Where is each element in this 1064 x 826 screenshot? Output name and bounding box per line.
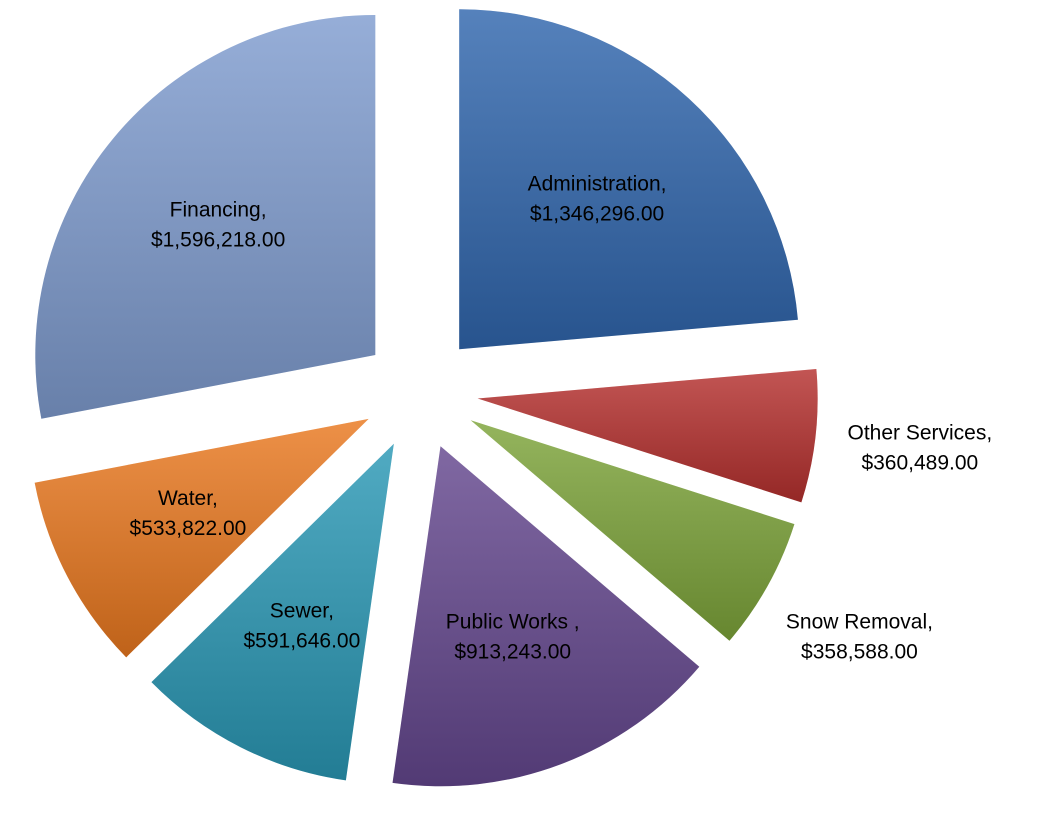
slice-label: Financing, [170,199,267,222]
slice-label: Snow Removal, [786,610,933,633]
slice-group [151,443,394,781]
slice-shade [470,420,795,641]
slice-shade [35,15,376,419]
slice-label: Sewer, [270,599,334,622]
slice-group [35,15,376,419]
slice-group [470,420,795,641]
slice-group [459,9,798,350]
slice-shade [459,9,798,350]
slice-shade [34,418,369,658]
slice-label: Water, [158,487,218,510]
slice-value-label: $358,588.00 [801,640,918,663]
slice-value-label: $360,489.00 [861,452,978,475]
slice-value-label: $591,646.00 [243,629,360,652]
slice-value-label: $1,596,218.00 [151,229,285,252]
slice-label: Administration, [528,172,667,195]
slice-value-label: $533,822.00 [130,517,247,540]
slice-group [477,368,818,503]
slice-group [392,446,700,787]
slice-shade [477,368,818,503]
slice-label: Public Works , [446,611,580,634]
slice-label: Other Services, [847,422,992,445]
slice-shade [151,443,394,781]
slice-shade [392,446,700,787]
slice-value-label: $1,346,296.00 [530,202,664,225]
slice-value-label: $913,243.00 [454,641,571,664]
slice-group [34,418,369,658]
